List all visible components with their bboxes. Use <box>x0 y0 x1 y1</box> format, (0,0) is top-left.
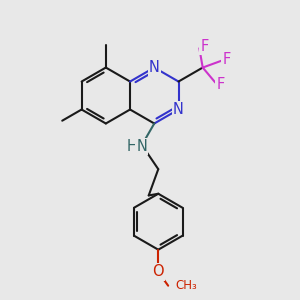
Text: F: F <box>222 52 231 67</box>
Text: F: F <box>200 39 209 54</box>
Text: F: F <box>217 76 225 92</box>
Text: O: O <box>152 264 164 279</box>
Text: N: N <box>136 139 147 154</box>
Text: N: N <box>149 60 160 75</box>
Text: CH₃: CH₃ <box>176 279 197 292</box>
Text: N: N <box>173 102 184 117</box>
Text: H: H <box>127 139 137 154</box>
